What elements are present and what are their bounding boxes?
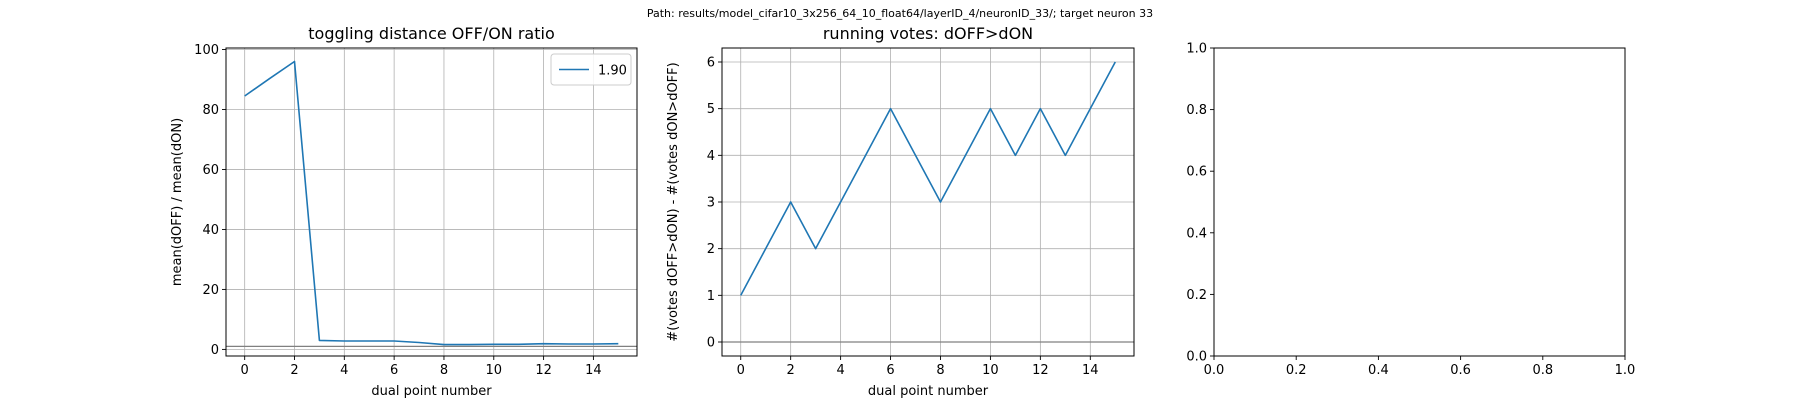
x-tick-label: 0.4 (1368, 363, 1389, 378)
x-axis-label: dual point number (868, 384, 989, 399)
empty-chart: 0.0 0.2 0.4 0.6 0.8 1.0 0.0 0.2 0.4 0.6 0.8 1.0 (1186, 42, 1635, 379)
x-tick-label: 2 (290, 363, 298, 378)
ratio-chart: 0 2 4 6 8 10 12 14 0 20 40 60 80 100 toggling distance… (170, 24, 638, 399)
x-tick-label: 6 (390, 363, 398, 378)
y-tick-label: 1.0 (1186, 42, 1207, 57)
axes-frame (1213, 47, 1626, 357)
x-tick-label: 4 (340, 363, 348, 378)
y-tick-label: 2 (707, 242, 715, 257)
y-tick-label: 3 (707, 196, 715, 211)
y-tick-label: 20 (202, 283, 219, 298)
x-tick-label: 0 (737, 363, 745, 378)
x-tick-label: 14 (1082, 363, 1099, 378)
x-tick-label: 0.6 (1450, 363, 1471, 378)
y-tick-label: 6 (707, 56, 715, 71)
series-line (244, 60, 619, 346)
x-tick-label: 10 (485, 363, 502, 378)
y-tick-label: 1 (707, 289, 715, 304)
x-tick-label: 0.8 (1532, 363, 1553, 378)
x-axis-label: dual point number (371, 384, 492, 399)
y-tick-label: 0.2 (1186, 288, 1207, 303)
y-axis-label: #(votes dOFF>dON) - #(votes dON>dOFF) (666, 62, 681, 341)
legend-entry: 1.90 (598, 64, 627, 79)
series-line (740, 61, 1116, 296)
x-tick-label: 6 (886, 363, 894, 378)
legend-box (550, 53, 632, 86)
chart-title: toggling distance OFF/ON ratio (308, 24, 554, 43)
y-tick-label: 40 (202, 223, 219, 238)
x-tick-label: 4 (836, 363, 844, 378)
figure-suptitle: Path: results/model_cifar10_3x256_64_10_… (646, 7, 1154, 20)
y-tick-label: 0 (707, 336, 715, 351)
y-tick-label: 0 (211, 343, 219, 358)
axes-frame (225, 47, 638, 357)
x-tick-label: 10 (982, 363, 999, 378)
y-tick-label: 0.8 (1186, 103, 1207, 118)
x-tick-label: 0 (241, 363, 249, 378)
x-tick-label: 14 (585, 363, 602, 378)
y-tick-label: 0.6 (1186, 165, 1207, 180)
x-tick-label: 2 (787, 363, 795, 378)
x-tick-label: 0.0 (1204, 363, 1225, 378)
y-tick-label: 5 (707, 102, 715, 117)
x-tick-label: 8 (440, 363, 448, 378)
y-tick-label: 0.4 (1186, 226, 1207, 241)
y-tick-label: 80 (202, 103, 219, 118)
y-axis-label: mean(dOFF) / mean(dON) (170, 118, 185, 286)
y-tick-label: 100 (194, 43, 219, 58)
x-tick-label: 12 (535, 363, 552, 378)
y-tick-label: 0.0 (1186, 350, 1207, 365)
x-tick-label: 0.2 (1286, 363, 1307, 378)
x-tick-label: 1.0 (1615, 363, 1636, 378)
x-tick-label: 8 (936, 363, 944, 378)
x-tick-label: 12 (1032, 363, 1049, 378)
y-tick-label: 60 (202, 163, 219, 178)
y-tick-label: 4 (707, 149, 715, 164)
chart-title: running votes: dOFF>dON (823, 24, 1033, 43)
